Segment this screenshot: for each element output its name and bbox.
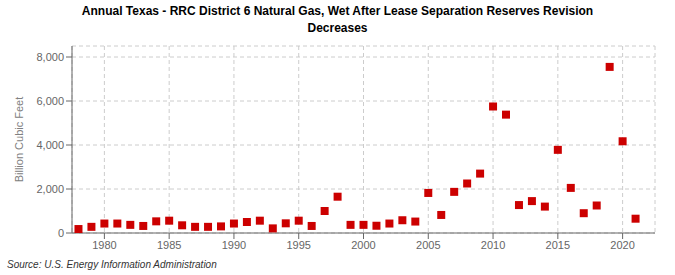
html-text:Source: U.S. Energy Informatio: Source: U.S. Energy Information Administ… bbox=[7, 259, 217, 270]
svg-text:2020: 2020 bbox=[610, 239, 634, 251]
svg-text:8,000: 8,000 bbox=[36, 51, 64, 63]
svg-text:4,000: 4,000 bbox=[36, 139, 64, 151]
html-text:Annual Texas - RRC District 6: Annual Texas - RRC District 6 Natural Ga… bbox=[81, 4, 594, 35]
svg-text:2010: 2010 bbox=[481, 239, 505, 251]
svg-text:2,000: 2,000 bbox=[36, 183, 64, 195]
svg-text:1990: 1990 bbox=[222, 239, 246, 251]
svg-text:Billion Cubic Feet: Billion Cubic Feet bbox=[13, 97, 25, 183]
svg-text:2005: 2005 bbox=[416, 239, 440, 251]
svg-text:0: 0 bbox=[58, 227, 64, 239]
svg-text:1995: 1995 bbox=[286, 239, 310, 251]
svg-text:1980: 1980 bbox=[92, 239, 116, 251]
svg-text:6,000: 6,000 bbox=[36, 95, 64, 107]
svg-text:2000: 2000 bbox=[351, 239, 375, 251]
svg-text:2015: 2015 bbox=[546, 239, 570, 251]
svg-text:1985: 1985 bbox=[157, 239, 181, 251]
